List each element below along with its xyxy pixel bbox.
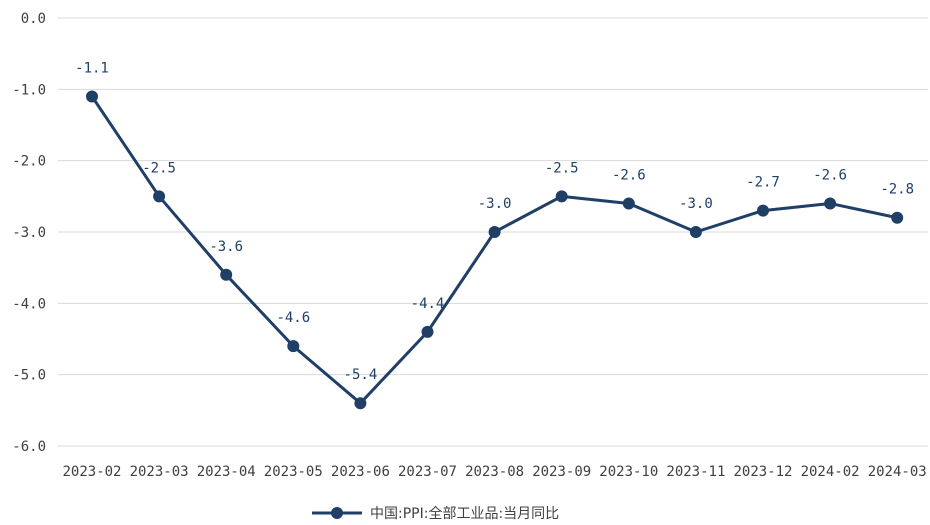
y-tick-label: -2.0 (12, 154, 46, 170)
legend-marker-icon (331, 507, 343, 519)
x-tick-label: 2023-11 (666, 464, 725, 480)
x-tick-label: 2024-02 (801, 464, 860, 480)
data-point (824, 197, 837, 210)
data-label: -5.4 (344, 367, 378, 383)
data-labels: -1.1 -2.5 -3.6 -4.6 -5.4 -4.4 -3.0 -2.5 -2.6 -3.0… (75, 60, 914, 383)
data-label: -2.6 (612, 167, 646, 183)
data-label: -3.0 (478, 196, 512, 212)
x-tick-label: 2023-07 (398, 464, 457, 480)
data-points (86, 90, 904, 410)
data-point (891, 211, 904, 224)
x-axis-ticks: 2023-02 2023-03 2023-04 2023-05 2023-06 2023-… (62, 464, 926, 480)
x-tick-label: 2023-10 (599, 464, 658, 480)
data-point (689, 226, 702, 238)
y-tick-label: -4.0 (12, 296, 46, 312)
x-tick-label: 2023-09 (532, 464, 591, 480)
y-tick-label: -3.0 (12, 225, 46, 241)
data-label: -2.5 (545, 160, 579, 176)
y-tick-label: -1.0 (12, 82, 46, 98)
x-tick-label: 2023-05 (264, 464, 323, 480)
y-tick-label: -5.0 (12, 368, 46, 384)
data-label: -1.1 (75, 60, 109, 76)
data-label: -2.8 (880, 182, 914, 198)
data-label: -3.0 (679, 196, 713, 212)
y-tick-label: 0.0 (21, 11, 46, 27)
x-tick-label: 2023-12 (733, 464, 792, 480)
legend-label: 中国:PPI:全部工业品:当月同比 (370, 505, 559, 522)
data-point (287, 340, 300, 353)
x-tick-label: 2023-08 (465, 464, 524, 480)
gridlines (58, 17, 928, 447)
data-label: -2.7 (746, 175, 780, 191)
data-point (555, 190, 568, 203)
x-tick-label: 2023-06 (331, 464, 390, 480)
data-point (153, 190, 166, 203)
data-label: -2.6 (813, 167, 847, 183)
data-point (488, 226, 501, 238)
data-point (421, 325, 434, 338)
data-label: -2.5 (142, 160, 176, 176)
legend: 中国:PPI:全部工业品:当月同比 (312, 505, 559, 522)
data-label: -4.6 (276, 310, 310, 326)
x-tick-label: 2023-04 (197, 464, 256, 480)
data-point (622, 197, 635, 210)
data-point (354, 397, 367, 410)
y-tick-label: -6.0 (12, 439, 46, 455)
x-tick-label: 2024-03 (868, 464, 927, 480)
data-point (220, 268, 233, 281)
data-label: -4.4 (411, 296, 445, 312)
data-label: -3.6 (209, 239, 243, 255)
y-axis-ticks: 0.0 -1.0 -2.0 -3.0 -4.0 -5.0 -6.0 (12, 11, 46, 455)
data-point (757, 204, 769, 217)
x-tick-label: 2023-03 (130, 464, 189, 480)
x-tick-label: 2023-02 (62, 464, 121, 480)
data-point (86, 90, 98, 103)
